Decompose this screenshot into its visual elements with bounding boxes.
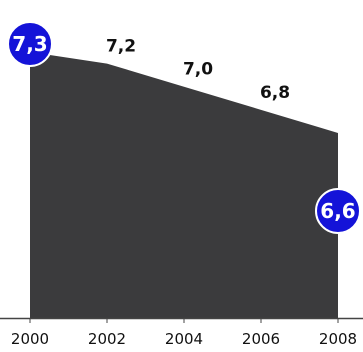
x-tick-label: 2006 xyxy=(242,330,280,348)
area-fill xyxy=(30,52,338,318)
data-label: 7,0 xyxy=(183,60,213,80)
x-tick-label: 2002 xyxy=(88,330,126,348)
highlight-bubble xyxy=(315,188,361,234)
x-tick-label: 2004 xyxy=(165,330,203,348)
bubble-value-label: 6,6 xyxy=(320,199,355,223)
highlight-bubble xyxy=(7,21,53,67)
x-tick-label: 2008 xyxy=(319,330,357,348)
x-tick-label: 2000 xyxy=(11,330,49,348)
bubble-value-label: 7,3 xyxy=(12,32,47,56)
data-label: 6,8 xyxy=(260,83,290,103)
data-label: 7,2 xyxy=(106,37,136,57)
